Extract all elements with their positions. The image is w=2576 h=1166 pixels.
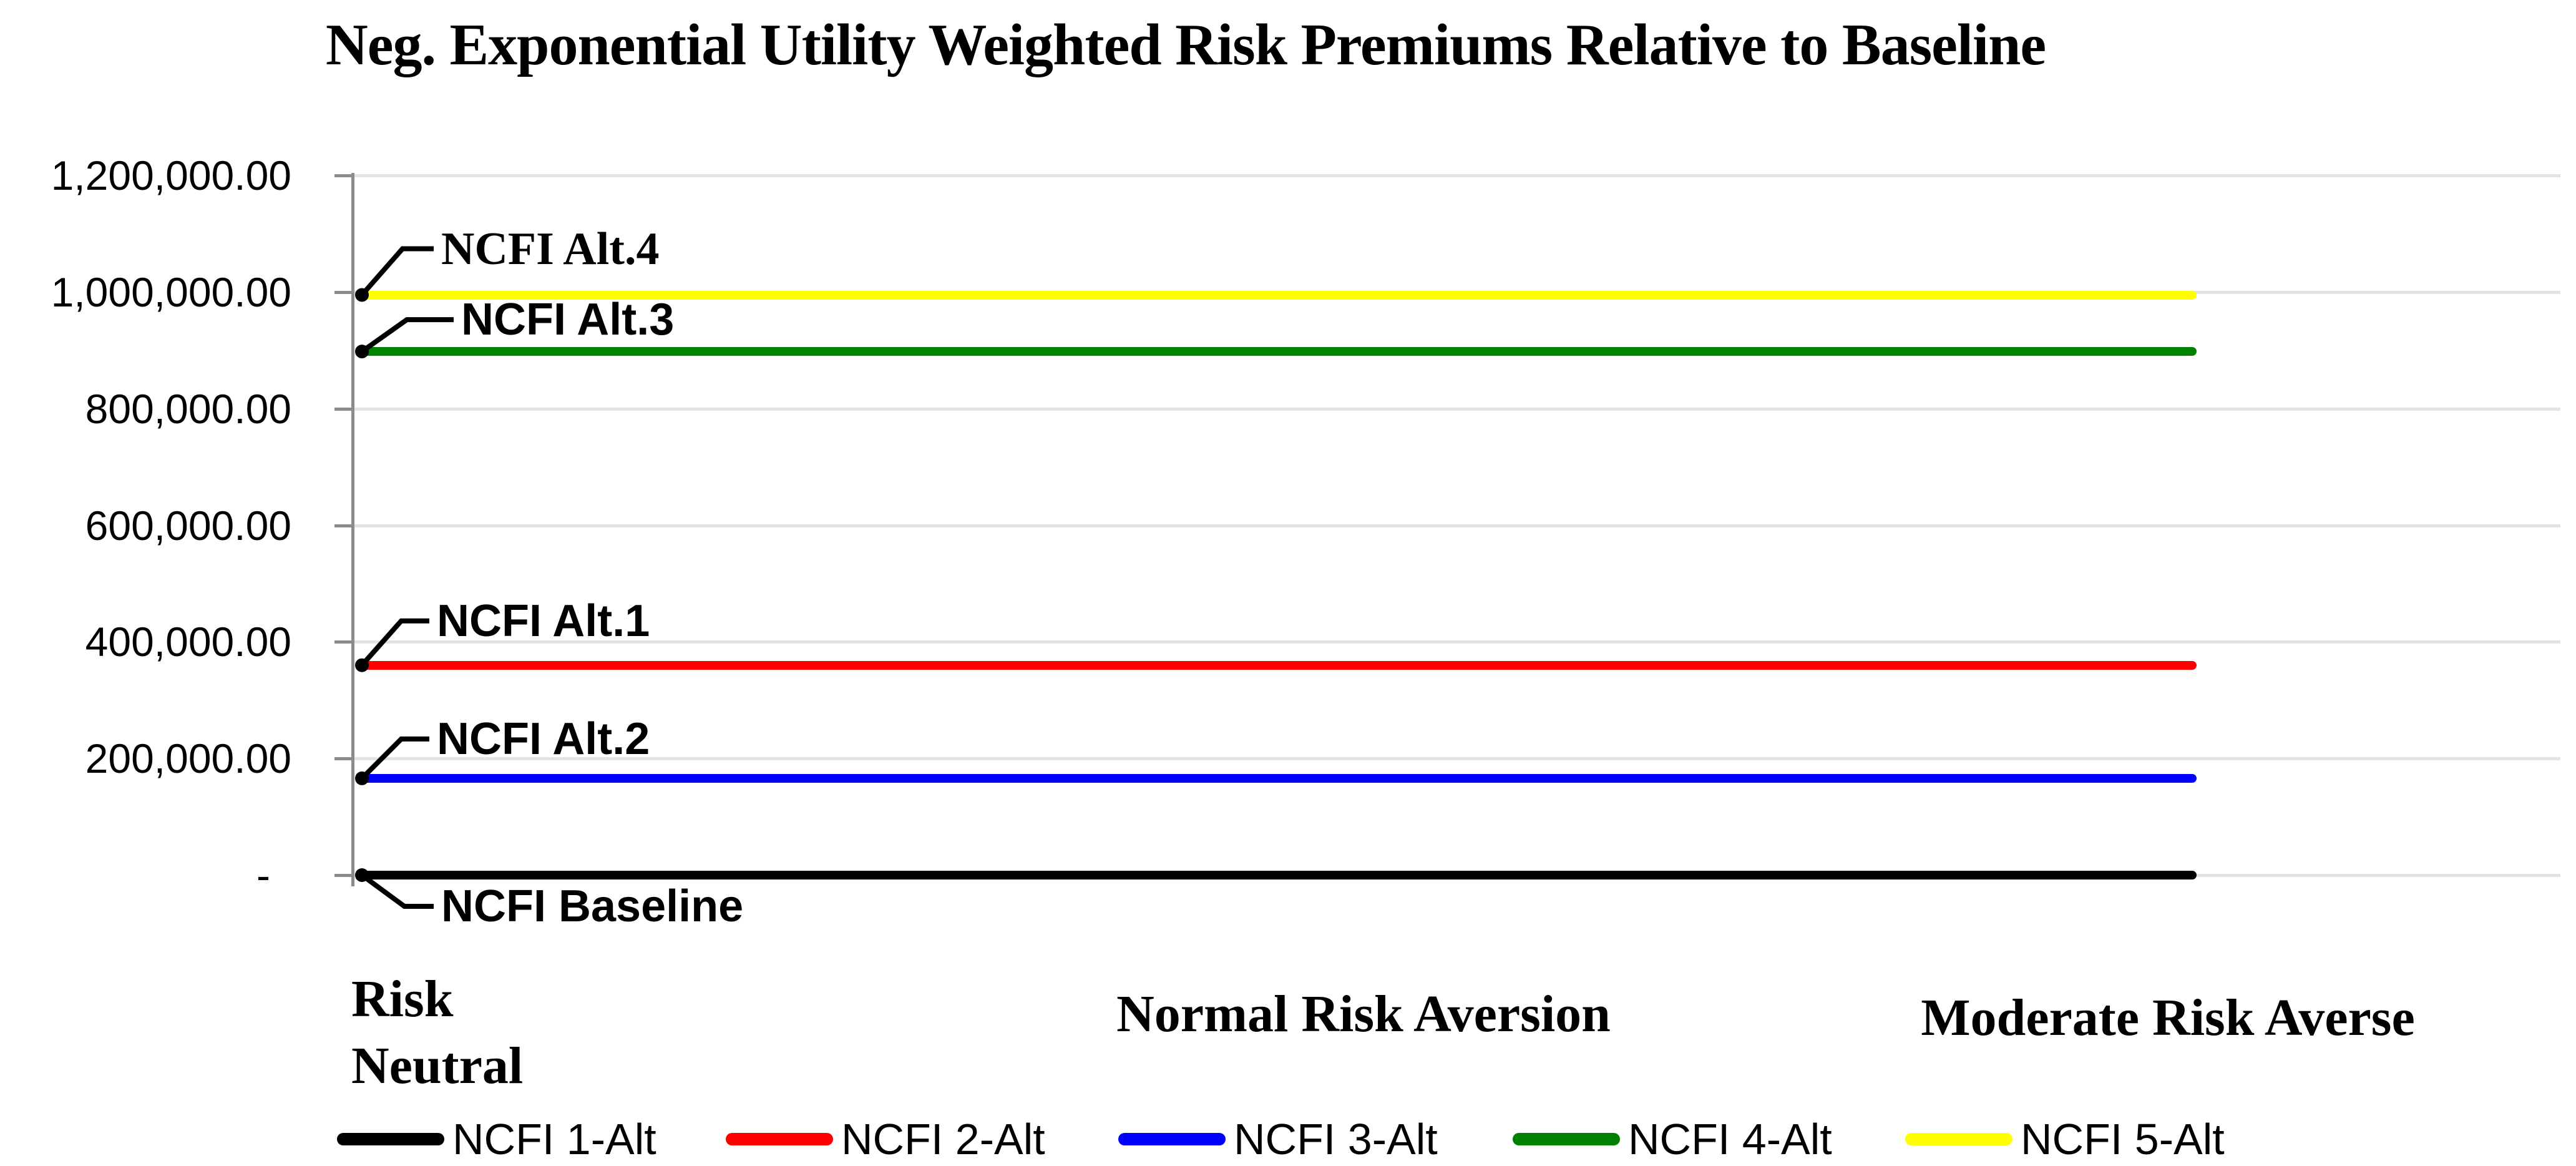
legend-label: NCFI 3-Alt <box>1234 1115 1438 1164</box>
y-tick-mark <box>334 174 354 177</box>
y-axis-line <box>351 173 354 886</box>
legend-item-ncfi-5-alt: NCFI 5-Alt <box>1905 1112 2225 1166</box>
legend-label: NCFI 5-Alt <box>2021 1115 2225 1164</box>
annotation-ncfi-alt3: NCFI Alt.3 <box>461 295 675 345</box>
gridline <box>353 174 2560 177</box>
y-tick-label: 1,200,000.00 <box>51 152 291 198</box>
gridline <box>353 524 2560 527</box>
y-tick-label: 400,000.00 <box>85 619 291 665</box>
y-tick-mark <box>334 290 354 294</box>
y-tick-mark <box>334 874 354 877</box>
series-line-ncfi-3-alt <box>357 773 2197 783</box>
annotation-ncfi-alt2: NCFI Alt.2 <box>437 713 650 764</box>
legend-swatch-red <box>726 1133 833 1145</box>
x-label-moderate-risk-averse: Moderate Risk Averse <box>1921 989 2415 1047</box>
series-line-ncfi-1-alt <box>357 871 2197 879</box>
y-tick-label: 600,000.00 <box>85 502 291 549</box>
y-tick-mark <box>334 640 354 644</box>
legend-swatch-black <box>337 1133 444 1145</box>
legend-swatch-blue <box>1118 1133 1226 1145</box>
y-tick-label: 1,000,000.00 <box>51 268 291 315</box>
chart-title: Neg. Exponential Utility Weighted Risk P… <box>325 12 2046 77</box>
legend-swatch-yellow <box>1905 1133 2012 1145</box>
series-line-ncfi-5-alt <box>357 290 2197 300</box>
y-tick-label: 800,000.00 <box>85 385 291 432</box>
annotation-ncfi-alt4: NCFI Alt.4 <box>441 223 660 275</box>
gridline <box>353 757 2560 761</box>
x-label-normal-risk-aversion: Normal Risk Aversion <box>1116 985 1611 1043</box>
gridline <box>353 407 2560 411</box>
series-line-ncfi-4-alt <box>357 347 2197 356</box>
legend-item-ncfi-2-alt: NCFI 2-Alt <box>726 1112 1045 1166</box>
legend-label: NCFI 2-Alt <box>841 1115 1045 1164</box>
series-line-ncfi-2-alt <box>357 660 2197 670</box>
y-tick-label-zero: - <box>256 852 270 898</box>
x-label-risk-neutral: Risk Neutral <box>351 970 524 1095</box>
y-tick-label: 200,000.00 <box>85 735 291 782</box>
legend: NCFI 1-Alt NCFI 2-Alt NCFI 3-Alt NCFI 4-… <box>0 1112 2576 1166</box>
y-tick-mark <box>334 757 354 761</box>
legend-swatch-green <box>1513 1133 1620 1145</box>
y-tick-mark <box>334 407 354 411</box>
gridline <box>353 640 2560 644</box>
legend-item-ncfi-3-alt: NCFI 3-Alt <box>1118 1112 1438 1166</box>
legend-label: NCFI 4-Alt <box>1628 1115 1832 1164</box>
y-tick-mark <box>334 524 354 527</box>
annotation-ncfi-baseline: NCFI Baseline <box>441 881 744 931</box>
annotation-ncfi-alt1: NCFI Alt.1 <box>437 595 650 646</box>
legend-item-ncfi-1-alt: NCFI 1-Alt <box>337 1112 656 1166</box>
legend-item-ncfi-4-alt: NCFI 4-Alt <box>1513 1112 1832 1166</box>
legend-label: NCFI 1-Alt <box>452 1115 656 1164</box>
